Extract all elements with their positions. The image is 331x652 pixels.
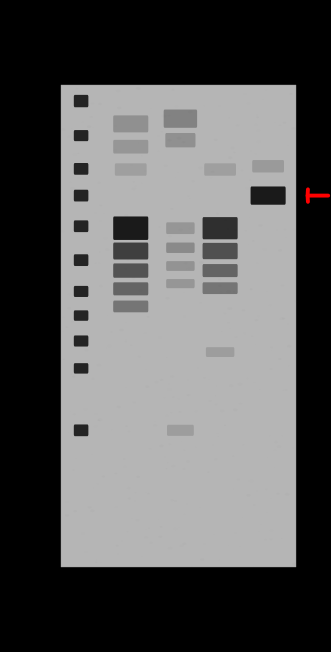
FancyBboxPatch shape — [203, 264, 238, 277]
FancyBboxPatch shape — [166, 261, 195, 271]
FancyBboxPatch shape — [113, 243, 148, 259]
FancyBboxPatch shape — [74, 335, 88, 347]
FancyBboxPatch shape — [74, 424, 88, 436]
Bar — [61, 85, 296, 567]
FancyBboxPatch shape — [166, 133, 195, 147]
FancyBboxPatch shape — [74, 310, 88, 321]
FancyBboxPatch shape — [74, 220, 88, 232]
FancyBboxPatch shape — [113, 263, 148, 278]
FancyBboxPatch shape — [74, 130, 88, 141]
FancyBboxPatch shape — [166, 222, 195, 234]
FancyBboxPatch shape — [74, 95, 88, 107]
FancyBboxPatch shape — [251, 186, 286, 205]
FancyBboxPatch shape — [113, 282, 148, 295]
FancyBboxPatch shape — [166, 243, 195, 253]
FancyBboxPatch shape — [115, 163, 147, 175]
FancyBboxPatch shape — [74, 286, 88, 297]
FancyBboxPatch shape — [74, 190, 88, 201]
FancyBboxPatch shape — [164, 110, 197, 128]
FancyBboxPatch shape — [206, 347, 234, 357]
FancyBboxPatch shape — [74, 363, 88, 374]
FancyBboxPatch shape — [203, 217, 238, 239]
FancyBboxPatch shape — [113, 301, 148, 312]
FancyBboxPatch shape — [74, 163, 88, 175]
FancyBboxPatch shape — [113, 115, 148, 132]
FancyBboxPatch shape — [166, 279, 195, 288]
FancyBboxPatch shape — [252, 160, 284, 172]
FancyBboxPatch shape — [203, 243, 238, 259]
FancyBboxPatch shape — [204, 163, 236, 175]
FancyBboxPatch shape — [203, 282, 238, 294]
FancyBboxPatch shape — [113, 216, 148, 240]
FancyBboxPatch shape — [167, 425, 194, 436]
FancyBboxPatch shape — [74, 254, 88, 266]
FancyBboxPatch shape — [113, 140, 148, 153]
